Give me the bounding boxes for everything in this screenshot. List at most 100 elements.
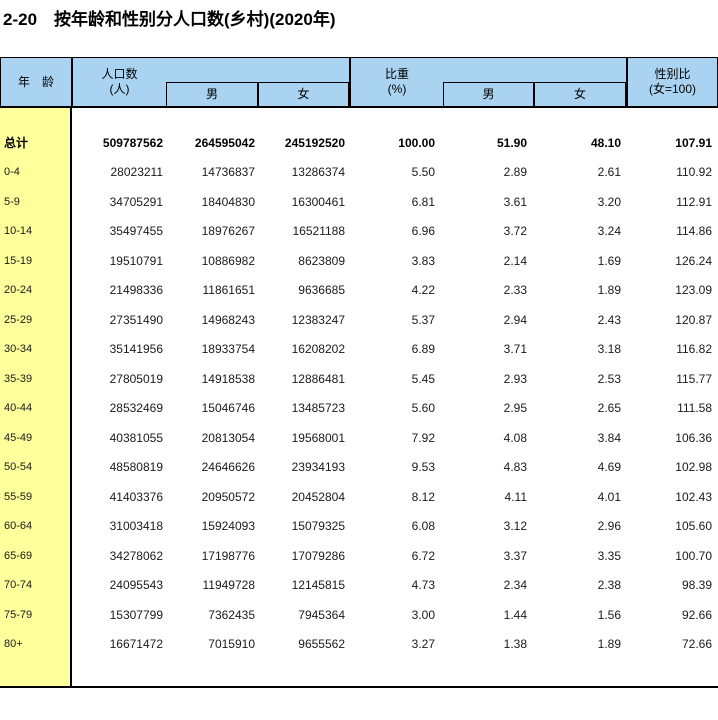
cell-pop_f: 16208202 [291, 342, 345, 357]
age-column-background [0, 108, 72, 686]
cell-pct_f: 3.84 [597, 430, 621, 445]
cell-pct_m: 2.95 [503, 401, 527, 416]
cell-pct: 7.92 [411, 430, 435, 445]
cell-pct_f: 3.20 [597, 194, 621, 209]
cell-age: 总计 [4, 136, 29, 151]
cell-ratio: 106.36 [675, 430, 712, 445]
cell-ratio: 120.87 [675, 312, 712, 327]
cell-pct_f: 2.65 [597, 401, 621, 416]
cell-age: 50-54 [4, 461, 33, 474]
cell-age: 30-34 [4, 343, 33, 356]
cell-pop: 31003418 [109, 519, 163, 534]
cell-pct_f: 1.89 [597, 283, 621, 298]
cell-age: 10-14 [4, 225, 33, 238]
cell-ratio: 114.86 [676, 224, 712, 239]
cell-pop_f: 9636685 [298, 283, 345, 298]
cell-ratio: 105.60 [675, 519, 712, 534]
cell-pop_m: 14968243 [201, 312, 255, 327]
cell-pop_f: 23934193 [291, 460, 345, 475]
cell-pop: 509787562 [102, 135, 163, 150]
cell-pct_f: 1.56 [597, 607, 621, 622]
cell-ratio: 98.39 [681, 578, 712, 593]
cell-pct: 5.45 [411, 371, 435, 386]
cell-age: 65-69 [4, 549, 33, 562]
cell-ratio: 123.09 [675, 283, 712, 298]
cell-pct: 5.60 [411, 401, 435, 416]
cell-pop_f: 19568001 [291, 430, 345, 445]
cell-pop_m: 14918538 [201, 371, 255, 386]
cell-pct_f: 4.69 [597, 460, 621, 475]
cell-pop: 28532469 [109, 401, 163, 416]
table-row: 30-34 35141956 18933754 16208202 6.89 3.71 3.1… [0, 335, 716, 365]
cell-pct_f: 2.38 [597, 578, 621, 593]
cell-pop: 34705291 [109, 194, 163, 209]
cell-pct_f: 2.53 [597, 371, 621, 386]
cell-pop_m: 18404830 [201, 194, 255, 209]
cell-pct: 3.27 [411, 637, 435, 652]
cell-pop_m: 20950572 [201, 489, 255, 504]
table-row: 35-39 27805019 14918538 12886481 5.45 2.93 2.5… [0, 364, 716, 394]
cell-pct: 9.53 [411, 460, 435, 475]
cell-ratio: 92.66 [681, 607, 712, 622]
cell-pop_m: 17198776 [201, 548, 255, 563]
cell-pct_m: 3.61 [503, 194, 527, 209]
cell-pop: 34278062 [109, 548, 163, 563]
cell-ratio: 116.82 [676, 342, 712, 357]
cell-pct: 6.81 [411, 194, 435, 209]
header-sex-ratio-line2: (女=100) [648, 82, 697, 96]
cell-pct_m: 2.34 [503, 578, 527, 593]
cell-pct: 6.89 [411, 342, 435, 357]
cell-age: 20-24 [4, 284, 33, 297]
cell-pop: 15307799 [109, 607, 163, 622]
cell-pop_f: 16521188 [292, 224, 346, 239]
header-population-female: 女 [258, 82, 349, 106]
table-row: 25-29 27351490 14968243 12383247 5.37 2.94 2.4… [0, 305, 716, 335]
cell-pct: 4.22 [411, 283, 435, 298]
cell-pct: 5.50 [411, 165, 435, 180]
cell-pct_m: 1.44 [503, 607, 527, 622]
cell-pop_m: 24646626 [201, 460, 255, 475]
cell-ratio: 112.91 [676, 194, 712, 209]
cell-pct_m: 2.93 [503, 371, 527, 386]
table-row: 45-49 40381055 20813054 19568001 7.92 4.08 3.8… [0, 423, 716, 453]
cell-age: 45-49 [4, 431, 33, 444]
table-body: 总计 509787562 264595042 245192520 100.00 51.90… [0, 108, 718, 686]
cell-pct: 6.08 [411, 519, 435, 534]
header-population-male: 男 [166, 82, 258, 106]
cell-pct: 6.96 [411, 224, 435, 239]
cell-pct: 3.00 [411, 607, 435, 622]
cell-pct_f: 3.18 [597, 342, 621, 357]
cell-pop: 19510791 [109, 253, 163, 268]
cell-ratio: 126.24 [675, 253, 712, 268]
cell-pct_m: 1.38 [503, 637, 527, 652]
header-share-female: 女 [534, 82, 626, 106]
cell-pop_m: 20813054 [201, 430, 255, 445]
cell-pct_f: 4.01 [597, 489, 621, 504]
table-row: 20-24 21498336 11861651 9636685 4.22 2.33 1.89… [0, 276, 716, 306]
cell-pct_m: 51.90 [496, 135, 527, 150]
cell-pop_m: 15924093 [201, 519, 255, 534]
cell-pop_f: 8623809 [298, 253, 345, 268]
cell-pop_m: 7362435 [208, 607, 255, 622]
cell-pct_f: 3.24 [597, 224, 621, 239]
table-bottom-rule [0, 686, 718, 688]
cell-pct_m: 2.89 [503, 165, 527, 180]
cell-pop: 28023211 [110, 165, 164, 180]
cell-age: 40-44 [4, 402, 33, 415]
table-row: 5-9 34705291 18404830 16300461 6.81 3.61 3.20 1… [0, 187, 716, 217]
cell-pop: 40381055 [109, 430, 163, 445]
table-row: 0-4 28023211 14736837 13286374 5.50 2.89 2.61 1… [0, 158, 716, 188]
cell-pop: 41403376 [109, 489, 163, 504]
cell-pct_m: 2.33 [503, 283, 527, 298]
cell-pop: 21498336 [109, 283, 163, 298]
table-row: 65-69 34278062 17198776 17079286 6.72 3.37 3.3… [0, 541, 716, 571]
cell-pop_f: 9655562 [298, 637, 345, 652]
table-row: 80+ 16671472 7015910 9655562 3.27 1.38 1.89 72.… [0, 630, 716, 660]
cell-pct_m: 3.37 [503, 548, 527, 563]
table-row: 70-74 24095543 11949728 12145815 4.73 2.34 2.3… [0, 571, 716, 601]
cell-age: 5-9 [4, 195, 20, 208]
cell-age: 0-4 [4, 166, 20, 179]
cell-pop_m: 14736837 [201, 165, 255, 180]
cell-pop_f: 245192520 [284, 135, 345, 150]
header-sex-ratio-line1: 性别比 [654, 67, 691, 81]
